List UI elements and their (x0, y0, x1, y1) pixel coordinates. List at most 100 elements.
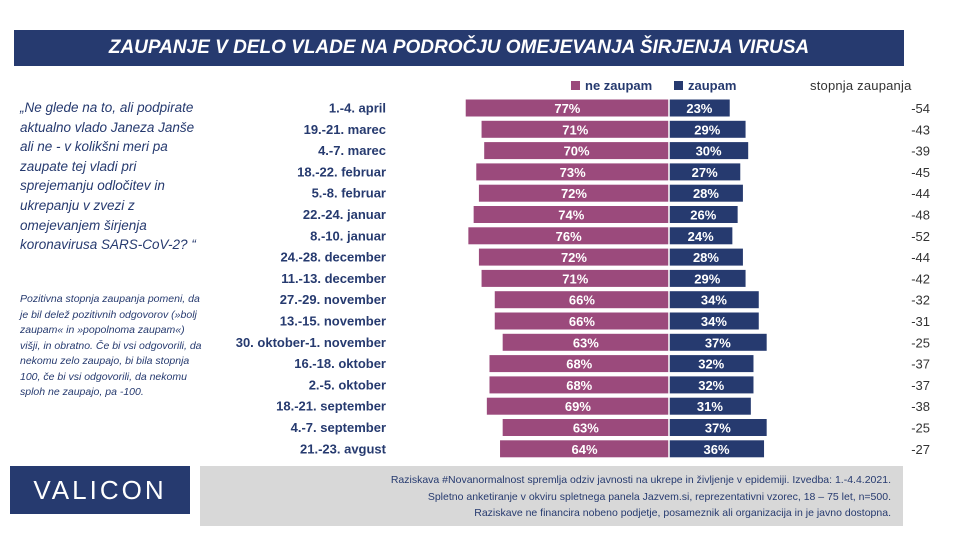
bar-trust (669, 269, 746, 287)
bar-trust (669, 355, 754, 373)
net-trust-value: -54 (911, 101, 930, 116)
bar-distrust (489, 355, 669, 373)
net-trust-value: -39 (911, 144, 930, 159)
bar-distrust (478, 184, 669, 202)
bar-distrust (473, 206, 669, 223)
bar-distrust (478, 248, 669, 266)
bar-trust (669, 312, 759, 330)
bar-distrust (484, 142, 669, 160)
data-label-trust: 37% (705, 335, 731, 350)
methodology-note: Pozitivna stopnja zaupanja pomeni, da je… (20, 293, 202, 398)
legend-item-trust: zaupam (674, 78, 736, 93)
valicon-logo: VALICON (10, 466, 190, 514)
category-label: 13.-15. november (280, 314, 386, 329)
category-label: 19.-21. marec (304, 122, 386, 137)
category-label: 21.-23. avgust (300, 441, 387, 456)
data-label-distrust: 68% (566, 378, 592, 393)
bar-trust (669, 248, 743, 266)
bar-trust (669, 206, 738, 223)
bar-distrust (502, 419, 669, 436)
data-label-trust: 29% (694, 122, 720, 137)
bar-distrust (489, 376, 669, 394)
category-label: 30. oktober-1. november (236, 335, 386, 350)
category-label: 24.-28. december (280, 250, 386, 265)
bar-trust (669, 440, 765, 458)
data-label-distrust: 74% (558, 208, 584, 223)
bar-distrust (468, 227, 669, 245)
category-label: 8.-10. januar (310, 228, 386, 243)
data-label-distrust: 70% (564, 144, 590, 159)
bar-trust (669, 99, 730, 117)
bar-trust (669, 376, 754, 394)
footer-note: Raziskava #Novanormalnost spremlja odziv… (200, 466, 903, 526)
category-label: 4.-7. marec (318, 143, 386, 158)
net-trust-value: -27 (911, 442, 930, 457)
footer-line: Raziskave ne financira nobeno podjetje, … (474, 507, 891, 519)
net-trust-value: -44 (911, 186, 930, 201)
data-label-distrust: 69% (565, 399, 591, 414)
data-label-distrust: 72% (561, 250, 587, 265)
data-label-distrust: 68% (566, 357, 592, 372)
category-label: 22.-24. januar (303, 207, 386, 222)
net-trust-value: -38 (911, 399, 930, 414)
legend-swatch-trust (674, 81, 683, 90)
data-label-trust: 32% (698, 378, 724, 393)
survey-question: „Ne glede na to, ali podpirate aktualno … (20, 100, 196, 253)
net-trust-value: -42 (911, 271, 930, 286)
data-label-trust: 27% (692, 165, 718, 180)
net-trust-value: -48 (911, 208, 930, 223)
net-trust-value: -44 (911, 250, 930, 265)
net-trust-value: -31 (911, 314, 930, 329)
bar-trust (669, 163, 741, 181)
net-trust-value: -32 (911, 293, 930, 308)
bar-distrust (465, 99, 669, 117)
bar-trust (669, 419, 767, 436)
data-label-trust: 34% (701, 314, 727, 329)
bar-distrust (481, 269, 669, 287)
category-label: 18.-22. februar (297, 164, 386, 179)
legend-label-trust: zaupam (688, 78, 737, 93)
data-label-trust: 30% (696, 144, 722, 159)
bar-distrust (486, 397, 669, 415)
data-label-trust: 24% (688, 229, 714, 244)
net-trust-value: -37 (911, 378, 930, 393)
bar-distrust (500, 440, 669, 458)
data-label-trust: 37% (705, 421, 731, 436)
data-label-distrust: 66% (569, 314, 595, 329)
net-trust-header: stopnja zaupanja (810, 78, 912, 93)
data-label-trust: 29% (694, 271, 720, 286)
bar-trust (669, 120, 746, 138)
bar-trust (669, 397, 751, 415)
data-label-distrust: 71% (562, 122, 588, 137)
category-label: 5.-8. februar (312, 186, 386, 201)
category-label: 11.-13. december (281, 271, 386, 286)
bar-trust (669, 227, 733, 245)
net-trust-value: -25 (911, 421, 930, 436)
category-label: 2.-5. oktober (309, 377, 386, 392)
bar-trust (669, 184, 743, 202)
legend-swatch-distrust (571, 81, 580, 90)
data-label-trust: 28% (693, 250, 719, 265)
net-trust-value: -52 (911, 229, 930, 244)
bar-trust (669, 333, 767, 351)
data-label-distrust: 63% (573, 335, 599, 350)
net-trust-value: -25 (911, 335, 930, 350)
footer-line: Spletno anketiranje v okviru spletnega p… (427, 490, 891, 503)
data-label-distrust: 77% (554, 101, 580, 116)
data-label-trust: 36% (704, 442, 730, 457)
bar-distrust (476, 163, 669, 181)
data-label-trust: 26% (690, 208, 716, 223)
data-label-trust: 28% (693, 186, 719, 201)
category-label: 4.-7. september (291, 420, 386, 435)
footer-line: Raziskava #Novanormalnost spremlja odziv… (390, 474, 891, 486)
legend-item-distrust: ne zaupam (571, 78, 652, 93)
category-label: 18.-21. september (276, 399, 386, 414)
category-label: 27.-29. november (280, 292, 386, 307)
data-label-distrust: 76% (556, 229, 582, 244)
net-trust-value: -45 (911, 165, 930, 180)
category-label: 16.-18. oktober (294, 356, 386, 371)
bar-trust (669, 291, 759, 309)
data-label-distrust: 72% (561, 186, 587, 201)
data-label-distrust: 64% (572, 442, 598, 457)
